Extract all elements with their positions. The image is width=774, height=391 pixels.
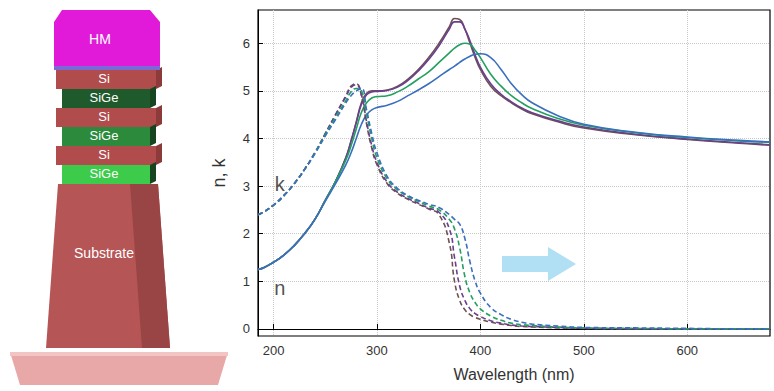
svg-text:500: 500	[573, 343, 595, 358]
svg-text:600: 600	[676, 343, 698, 358]
svg-text:Si: Si	[98, 71, 110, 86]
svg-text:Substrate: Substrate	[74, 245, 134, 261]
svg-text:2: 2	[243, 226, 250, 241]
svg-text:6: 6	[243, 36, 250, 51]
svg-text:k: k	[275, 173, 286, 195]
svg-text:300: 300	[366, 343, 388, 358]
svg-text:Si: Si	[98, 147, 110, 162]
svg-text:0: 0	[243, 321, 250, 336]
svg-text:1: 1	[243, 274, 250, 289]
svg-text:200: 200	[263, 343, 285, 358]
svg-text:400: 400	[470, 343, 492, 358]
svg-text:n, k: n, k	[209, 157, 229, 187]
svg-text:4: 4	[243, 131, 250, 146]
svg-text:n: n	[274, 277, 285, 299]
svg-text:Si: Si	[98, 109, 110, 124]
svg-text:3: 3	[243, 179, 250, 194]
svg-text:Wavelength (nm): Wavelength (nm)	[453, 366, 574, 383]
svg-text:HM: HM	[89, 31, 111, 47]
svg-text:SiGe: SiGe	[90, 128, 119, 143]
svg-text:5: 5	[243, 83, 250, 98]
svg-text:SiGe: SiGe	[90, 90, 119, 105]
svg-text:SiGe: SiGe	[90, 166, 119, 181]
